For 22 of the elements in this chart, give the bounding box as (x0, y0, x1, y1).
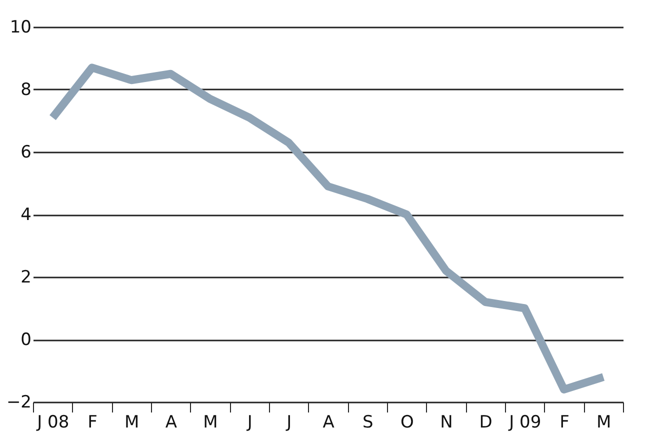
y-tick-label: 0 (20, 330, 32, 350)
y-tick-label: 10 (10, 18, 32, 38)
x-tick-label: N (440, 412, 453, 432)
x-tick-label: J 09 (508, 412, 542, 432)
x-tick-label: O (400, 412, 414, 432)
x-tick-label: M (596, 412, 612, 432)
x-tick-label: J (246, 412, 252, 432)
x-tick-label: J (286, 412, 292, 432)
x-tick-label: J 08 (36, 412, 70, 432)
x-tick-label: S (362, 412, 374, 432)
y-tick-label: 2 (20, 268, 32, 288)
x-tick-label: F (88, 412, 98, 432)
x-tick-label: M (203, 412, 218, 432)
y-tick-label: 6 (20, 142, 32, 162)
y-tick-label: 4 (20, 205, 32, 225)
x-tick-label: D (479, 412, 492, 432)
x-tick-label: F (560, 412, 570, 432)
y-tick-label: −2 (6, 392, 32, 412)
x-tick-label: M (124, 412, 140, 432)
x-tick-label: A (322, 412, 335, 432)
y-tick-label: 8 (20, 80, 32, 100)
x-tick-label: A (165, 412, 178, 432)
